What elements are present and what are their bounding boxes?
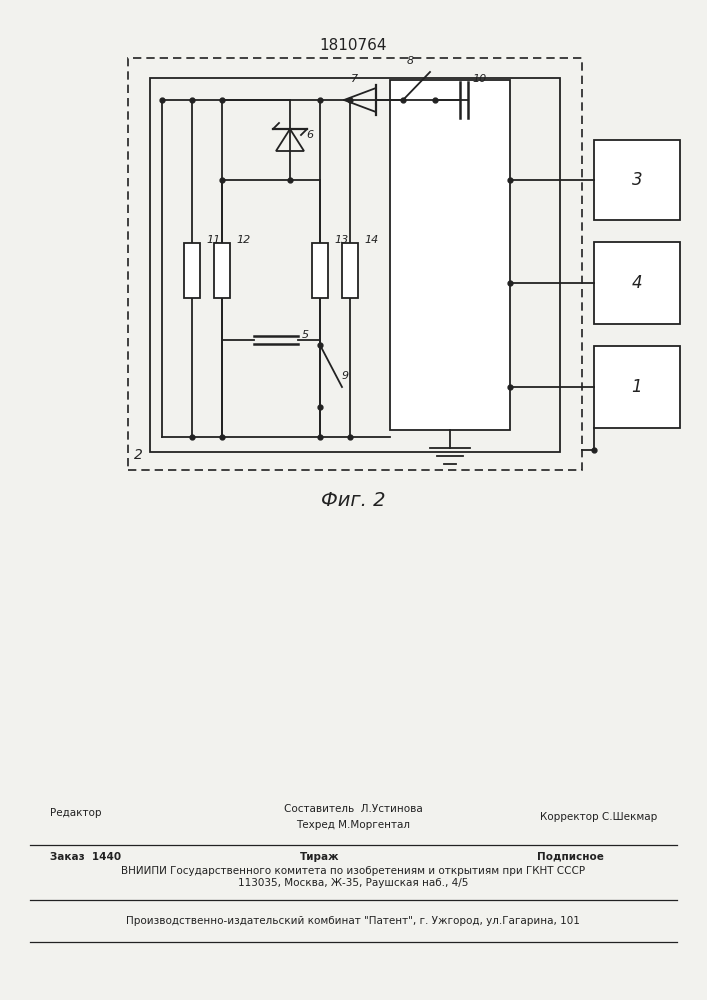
Text: 1: 1	[631, 378, 643, 396]
Text: Фиг. 2: Фиг. 2	[321, 490, 385, 510]
Bar	[594, 242, 680, 324]
Text: 1810764: 1810764	[320, 38, 387, 53]
Text: 6: 6	[306, 130, 313, 140]
Bar	[594, 346, 680, 428]
Text: Тираж: Тираж	[300, 852, 340, 861]
Text: 13: 13	[334, 235, 349, 245]
Text: 9: 9	[342, 371, 349, 381]
Text: 8: 8	[407, 56, 414, 66]
Text: ВНИИПИ Государственного комитета по изобретениям и открытиям при ГКНТ СССР: ВНИИПИ Государственного комитета по изоб…	[121, 865, 585, 876]
Text: 2: 2	[134, 448, 143, 462]
Text: Производственно-издательский комбинат "Патент", г. Ужгород, ул.Гагарина, 101: Производственно-издательский комбинат "П…	[126, 916, 580, 926]
Text: 7: 7	[351, 74, 358, 84]
Text: Подписное: Подписное	[537, 852, 604, 861]
Text: 11: 11	[206, 235, 221, 245]
Text: 3: 3	[631, 171, 643, 189]
Text: 4: 4	[631, 274, 643, 292]
Bar	[594, 140, 680, 220]
Text: Редактор: Редактор	[50, 808, 102, 818]
Bar	[128, 58, 582, 470]
Text: 10: 10	[473, 74, 487, 84]
Bar	[390, 80, 510, 430]
Text: 5: 5	[302, 330, 309, 340]
Bar	[184, 242, 200, 298]
Text: Составитель  Л.Устинова: Составитель Л.Устинова	[284, 804, 422, 814]
Text: 14: 14	[364, 235, 378, 245]
Bar	[342, 242, 358, 298]
Text: Корректор С.Шекмар: Корректор С.Шекмар	[540, 812, 658, 822]
Bar	[150, 78, 560, 452]
Text: Заказ  1440: Заказ 1440	[50, 852, 121, 861]
Bar	[312, 242, 328, 298]
Bar	[214, 242, 230, 298]
Text: 12: 12	[236, 235, 250, 245]
Text: 113035, Москва, Ж-35, Раушская наб., 4/5: 113035, Москва, Ж-35, Раушская наб., 4/5	[238, 878, 468, 888]
Text: Техред М.Моргентал: Техред М.Моргентал	[296, 820, 410, 830]
